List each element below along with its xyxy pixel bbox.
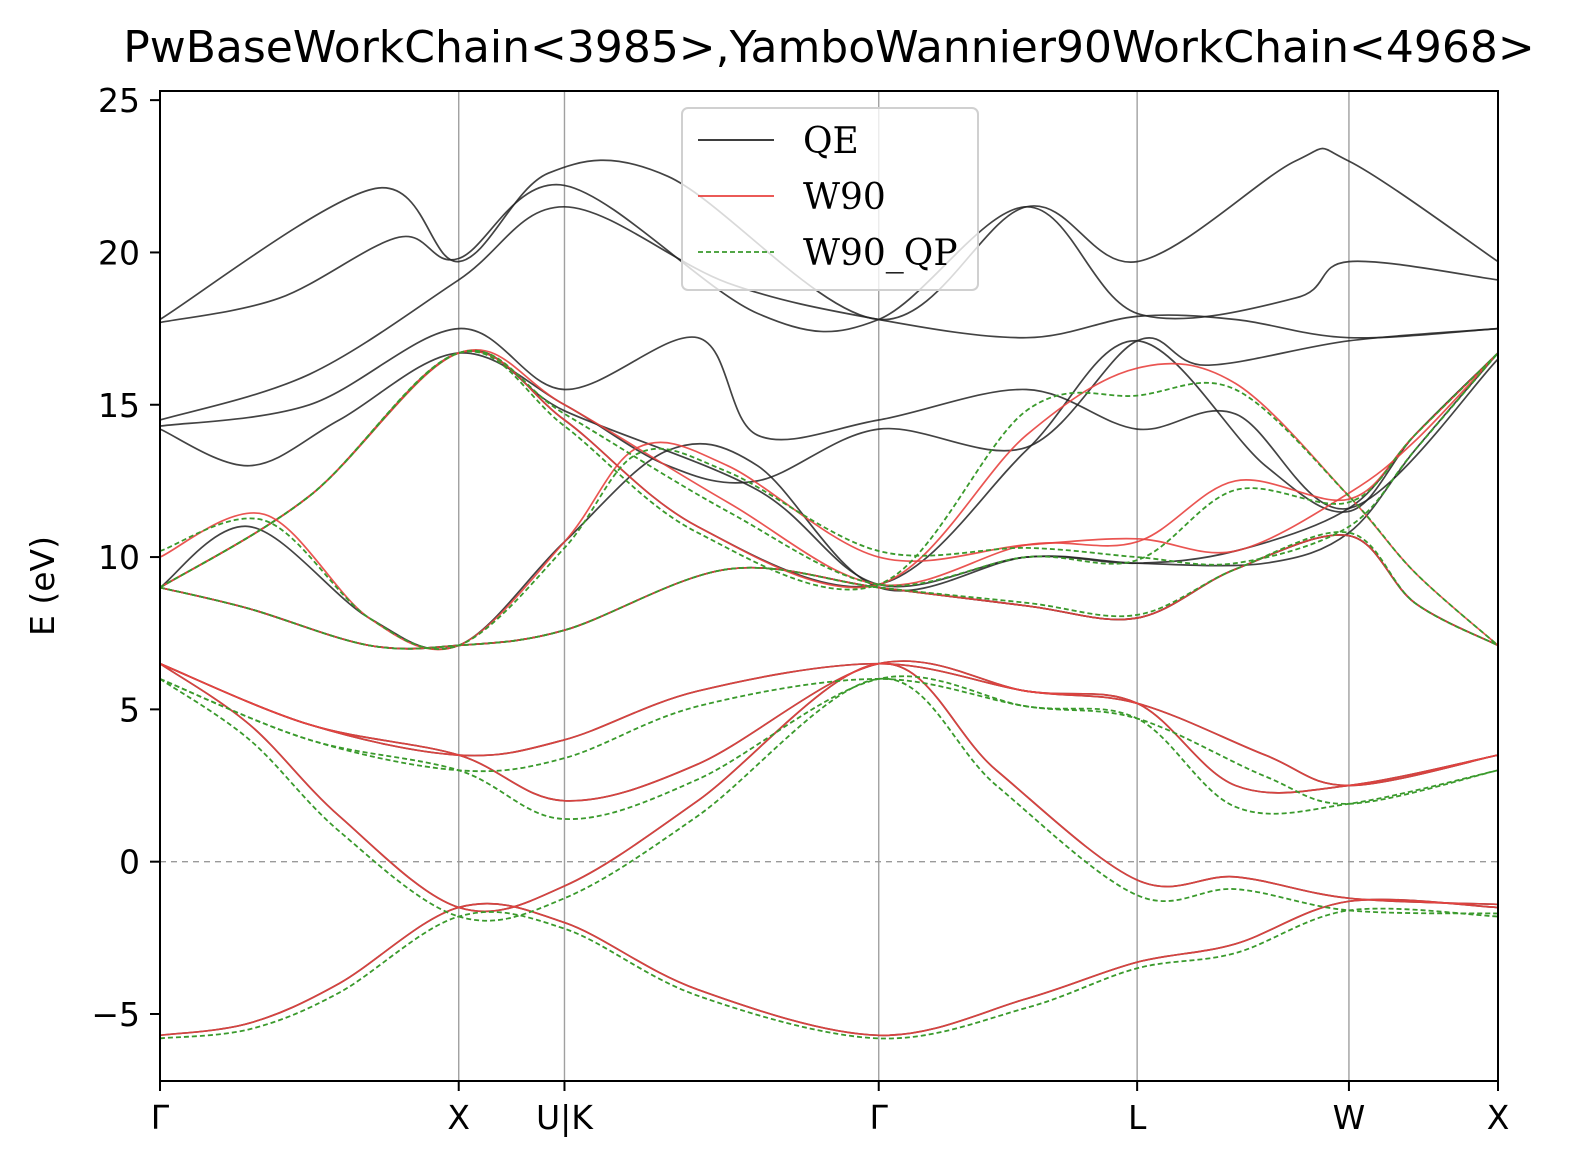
band-line-w90-qp-7 (159, 350, 1499, 647)
legend-label-qe: QE (803, 121, 859, 162)
band-line-qe-10 (159, 327, 1499, 510)
band-line-w90-7 (159, 350, 1499, 647)
y-tick-label: −5 (91, 995, 140, 1034)
legend-label-w90-qp: W90_QP (803, 233, 958, 274)
x-tick-label: X (1487, 1098, 1510, 1137)
x-tick-label: Γ (151, 1098, 170, 1137)
legend-label-w90: W90 (803, 177, 886, 218)
band-line-qe-9 (159, 327, 1499, 484)
band-line-w90-0 (159, 898, 1499, 1037)
band-line-w90-qp-1 (159, 677, 1499, 922)
legend-box (681, 107, 979, 291)
x-axis: Γ X U|K Γ L W X (151, 1081, 1510, 1137)
y-tick-label: 5 (119, 690, 140, 729)
y-axis-label: E (eV) (23, 536, 62, 636)
band-line-w90-3 (159, 662, 1499, 787)
band-line-qe-11 (159, 205, 1499, 421)
chart-title: PwBaseWorkChain<3985>,YamboWannier90Work… (123, 22, 1535, 73)
band-line-w90-qp-0 (159, 907, 1499, 1040)
band-line-w90-1 (159, 662, 1499, 913)
series-w90 (159, 348, 1499, 1037)
y-tick-label: 10 (98, 538, 140, 577)
band-line-w90-qp-2 (159, 675, 1499, 820)
band-line-w90-qp-5 (159, 352, 1499, 650)
x-tick-label: L (1128, 1098, 1147, 1137)
band-line-w90-qp-4 (159, 531, 1499, 650)
series-w90-qp (159, 349, 1499, 1040)
band-line-w90-qp-3 (159, 678, 1499, 805)
band-line-qe-13 (159, 147, 1499, 321)
y-axis: −5 0 5 10 15 20 25 (91, 81, 160, 1034)
x-tick-label: U|K (536, 1098, 594, 1137)
x-tick-label: W (1333, 1098, 1366, 1137)
y-tick-label: 20 (98, 233, 140, 272)
y-tick-label: 25 (98, 81, 140, 120)
band-line-w90-5 (159, 352, 1499, 651)
legend: QE W90 W90_QP (681, 107, 979, 291)
band-line-w90-2 (159, 660, 1499, 802)
band-lines (159, 147, 1499, 1040)
x-tick-label: Γ (870, 1098, 889, 1137)
y-tick-label: 15 (98, 386, 140, 425)
y-tick-label: 0 (119, 843, 140, 882)
plot-frame (159, 90, 1499, 1082)
band-line-qe-12 (159, 183, 1499, 333)
x-tick-label: X (447, 1098, 470, 1137)
